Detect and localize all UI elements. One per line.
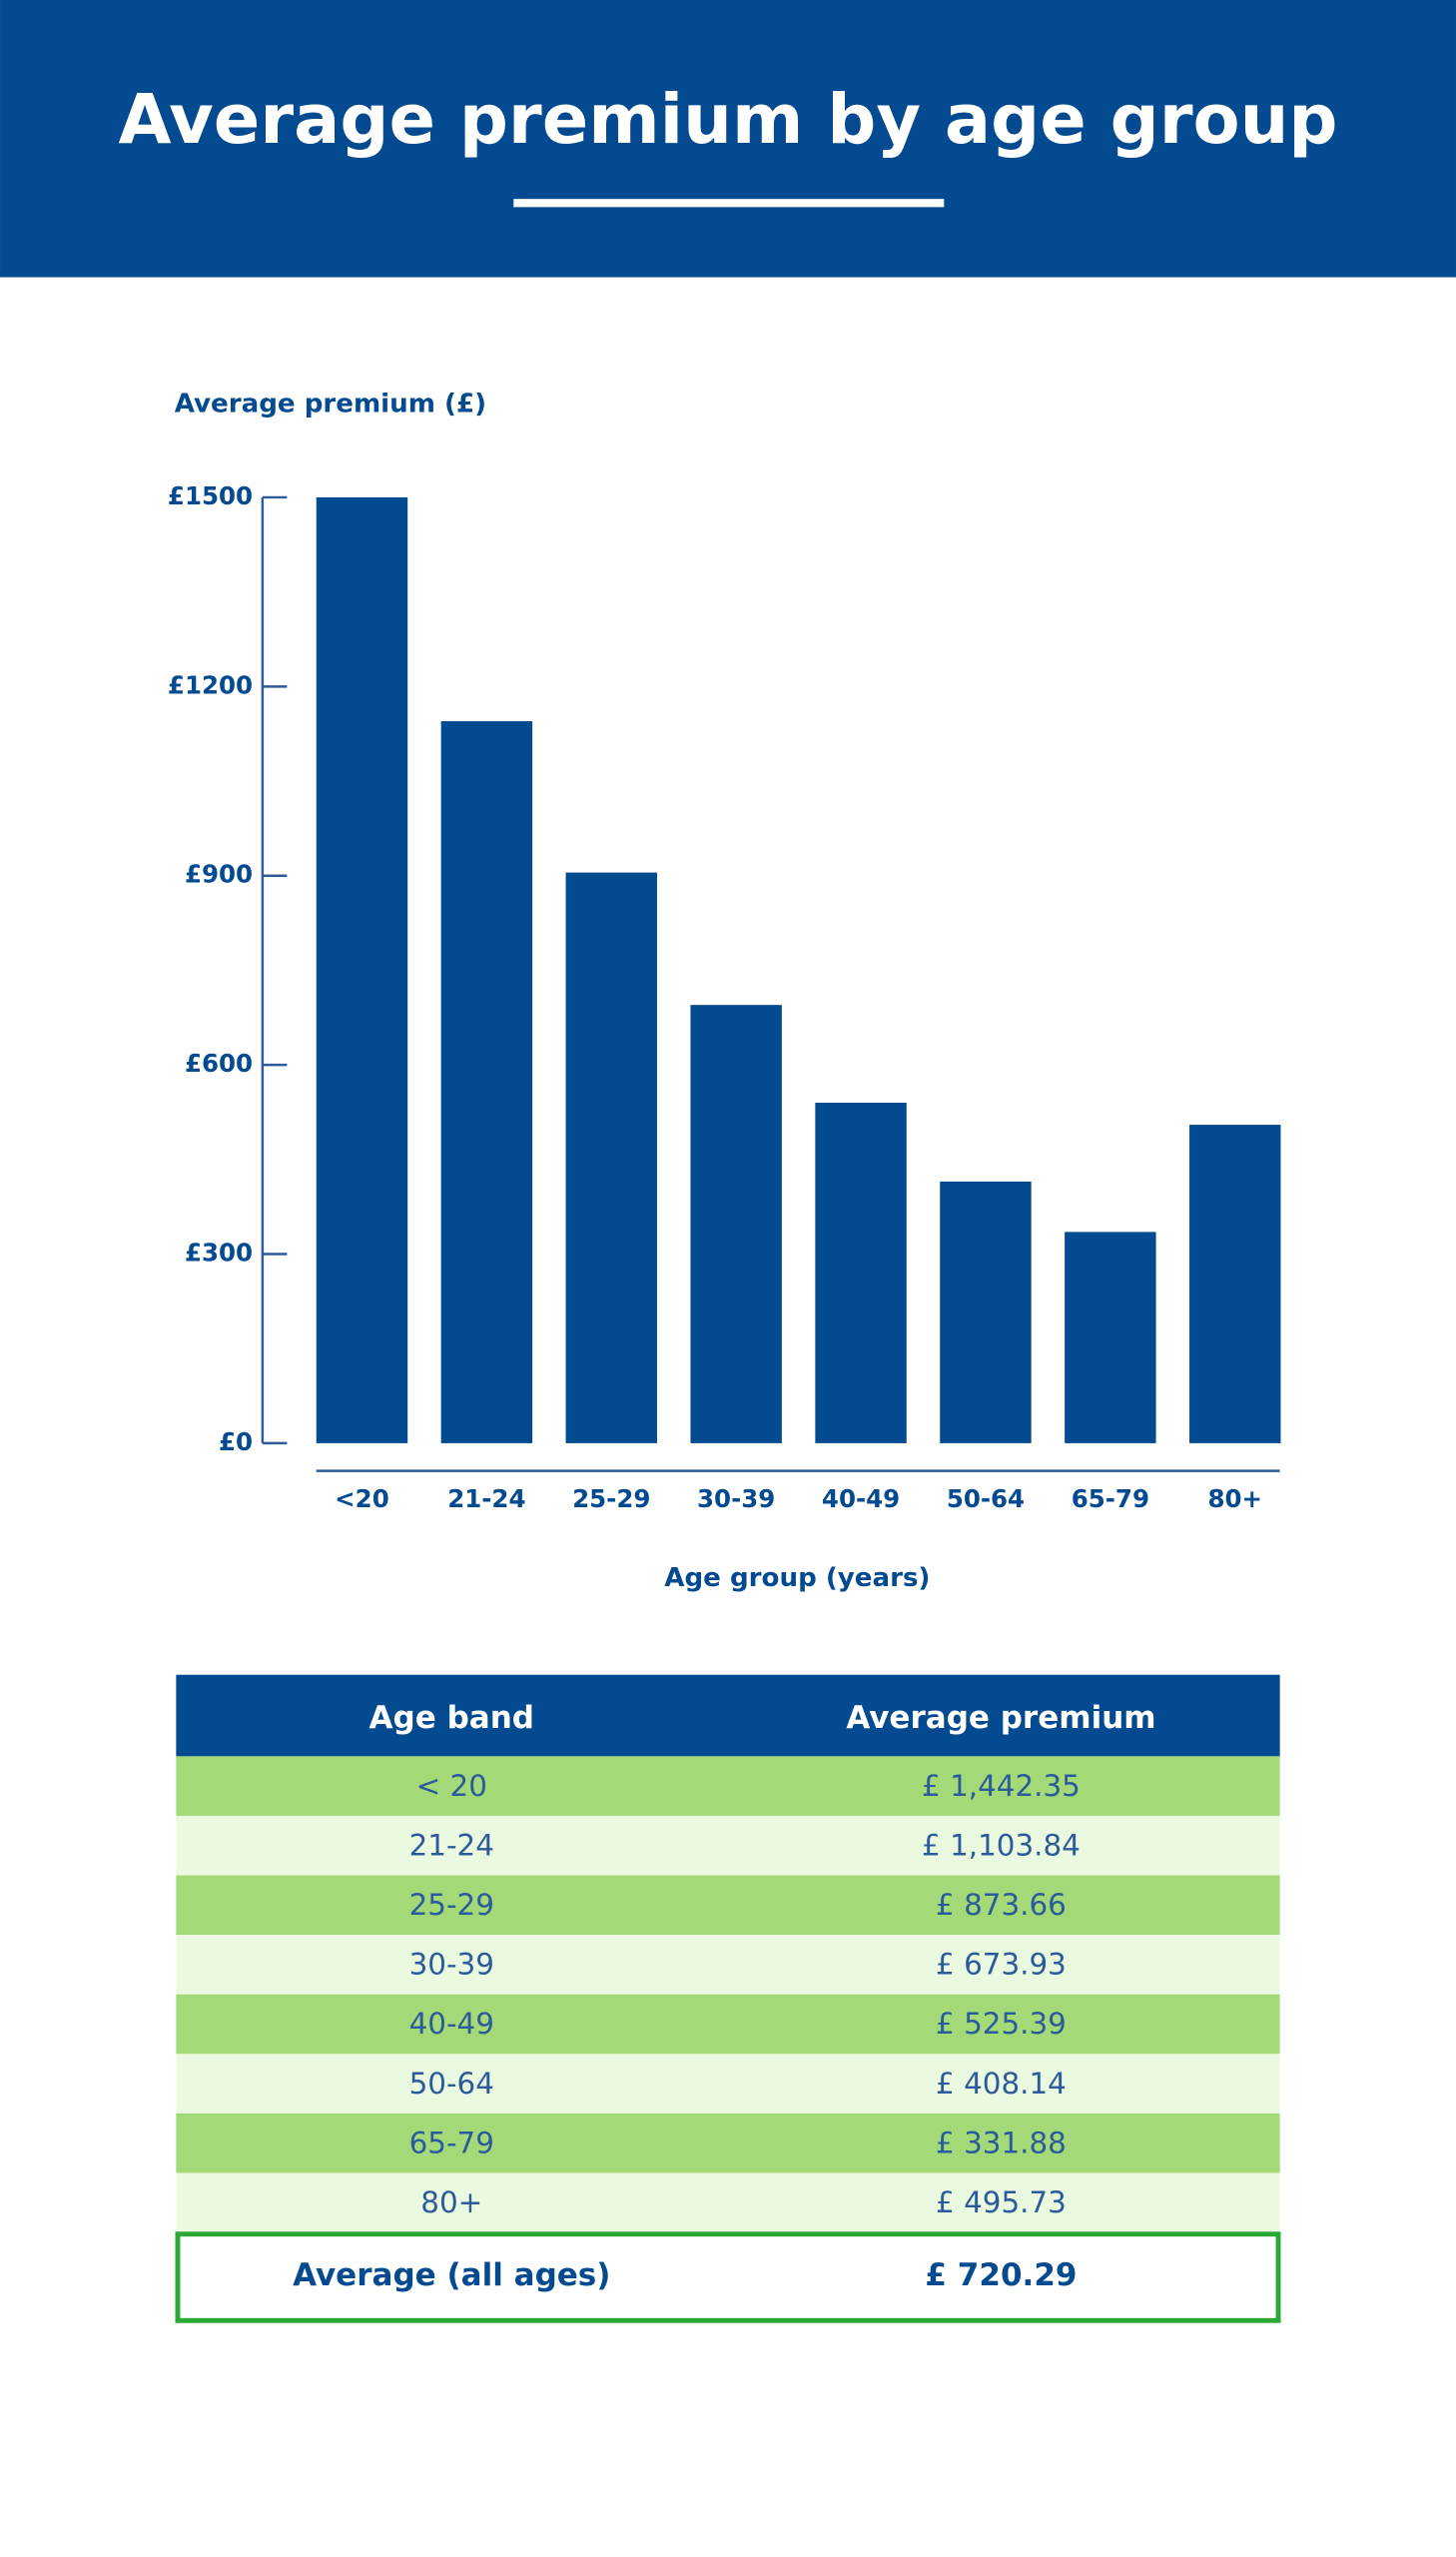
y-tick-label: £1500 [168,481,253,510]
bar [940,1181,1032,1443]
x-axis-label: Age group (years) [664,1563,930,1593]
table-cell: 25-29 [409,1888,494,1922]
table-footer-cell: Average (all ages) [293,2257,610,2293]
table-cell: £ 873.66 [936,1888,1067,1922]
table-row-band [176,2054,1280,2114]
table-row-band [176,2113,1280,2173]
table-cell: £ 1,442.35 [922,1769,1081,1803]
table-row-band [176,2172,1280,2233]
x-tick-label: 25-29 [572,1484,650,1513]
y-tick-label: £300 [185,1239,253,1268]
table-header-cell: Average premium [846,1700,1155,1736]
title-underline [513,199,945,208]
table-cell: 50-64 [409,2067,494,2101]
table-cell: £ 495.73 [936,2185,1067,2219]
y-tick-label: £600 [185,1049,253,1078]
table-cell: £ 408.14 [936,2067,1067,2101]
table-header-band [176,1674,1280,1757]
bar [690,1005,782,1443]
bar [1189,1125,1281,1443]
table-cell: 65-79 [409,2126,494,2159]
table-cell: £ 673.93 [936,1948,1067,1982]
y-axis-label: Average premium (£) [175,389,486,419]
bar [565,872,657,1443]
header-band [0,0,1456,278]
y-tick-label: £0 [219,1427,253,1456]
table-footer-box [175,2231,1281,2323]
x-tick-label: 80+ [1207,1484,1262,1513]
x-tick-label: 65-79 [1072,1484,1149,1513]
table-cell: 80+ [420,2185,482,2219]
chart-title: Average premium by age group [118,80,1337,160]
table-row-band [176,1875,1280,1936]
table-cell: < 20 [416,1769,487,1803]
bar [440,721,533,1443]
table-cell: 40-49 [409,2007,494,2041]
y-tick-label: £900 [185,860,253,889]
x-tick-label: 50-64 [947,1484,1025,1513]
table-cell: £ 1,103.84 [922,1828,1081,1862]
table-cell: £ 331.88 [936,2126,1067,2159]
bar [815,1103,907,1443]
table-row-band [176,1935,1280,1995]
x-tick-label: 40-49 [822,1484,900,1513]
x-tick-label: <20 [335,1484,389,1513]
x-tick-label: 21-24 [447,1484,525,1513]
table-row-band [176,1815,1280,1876]
table-cell: 21-24 [409,1828,494,1862]
table-header-cell: Age band [369,1700,534,1736]
bar [316,496,408,1443]
table-cell: 30-39 [409,1948,494,1982]
table-row-band [176,1756,1280,1816]
y-tick-label: £1200 [168,670,253,699]
x-tick-label: 30-39 [697,1484,775,1513]
bar [1065,1232,1156,1443]
table-cell: £ 525.39 [936,2007,1067,2041]
table-row-band [176,1994,1280,2055]
table-footer-cell: £ 720.29 [925,2257,1077,2293]
